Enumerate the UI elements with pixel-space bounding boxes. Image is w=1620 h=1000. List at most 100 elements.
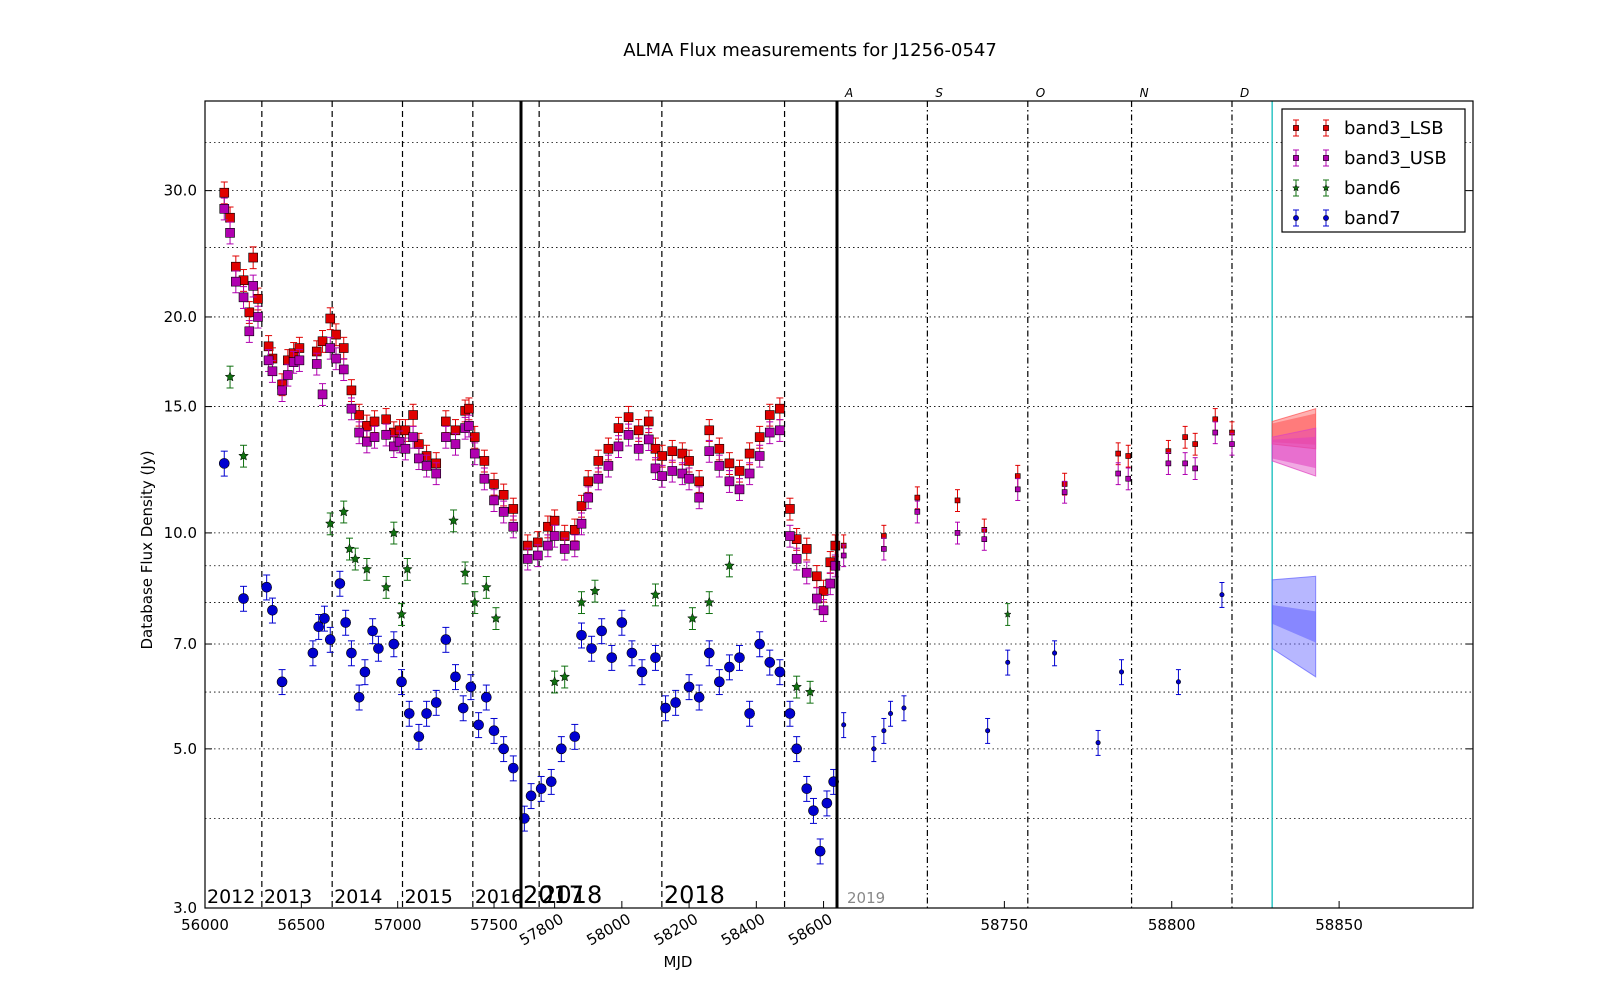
data-point-band7 (774, 666, 786, 678)
data-point-band3_USB (231, 276, 241, 287)
data-point-band3_LSB (694, 476, 704, 487)
data-point-band7 (367, 625, 378, 637)
data-point-band7 (791, 743, 802, 755)
data-point-band3_USB (533, 550, 543, 561)
data-point-band3_USB (317, 389, 328, 400)
data-point-band7 (901, 705, 907, 711)
y-tick-label: 15.0 (164, 398, 197, 416)
data-point-band7 (430, 697, 442, 708)
data-point-band3_USB (244, 326, 255, 337)
data-point-band3_LSB (244, 307, 255, 318)
legend-marker (1323, 155, 1329, 161)
month-label: S (935, 86, 943, 100)
data-point-band3_USB (1014, 486, 1021, 493)
y-tick-label: 20.0 (164, 308, 197, 326)
data-point-band3_LSB (650, 443, 661, 454)
data-point-band6 (401, 563, 413, 574)
data-point-band3_USB (650, 463, 661, 474)
year-label: 2018 (541, 881, 602, 909)
data-point-band7 (556, 743, 567, 755)
plot-frame (204, 100, 1474, 909)
data-point-band7 (606, 652, 618, 663)
data-point-band3_USB (764, 427, 775, 438)
data-point-band3_LSB (714, 443, 725, 454)
data-point-band7 (821, 797, 833, 809)
data-point-band6 (380, 581, 392, 592)
data-point-band3_USB (277, 385, 287, 396)
data-point-band3_USB (543, 540, 553, 551)
data-point-band7 (784, 708, 796, 719)
data-point-band3_USB (791, 554, 802, 564)
data-point-band3_USB (479, 473, 490, 484)
data-point-band3_USB (694, 492, 704, 503)
data-point-band3_USB (583, 492, 594, 503)
data-point-band7 (596, 625, 607, 637)
data-point-band3_LSB (1125, 453, 1132, 459)
data-point-band3_LSB (734, 466, 745, 476)
data-point-band7 (841, 722, 847, 728)
year-label: 2012 (207, 886, 255, 908)
data-point-band7 (319, 613, 330, 624)
data-point-band7 (703, 647, 715, 659)
data-point-band6 (344, 543, 355, 554)
data-point-band3_LSB (549, 515, 560, 526)
grid-layer (205, 142, 1473, 909)
data-point-band6 (804, 686, 816, 697)
series-band6 (224, 365, 1012, 704)
data-point-band3_USB (704, 446, 715, 456)
legend-marker (1292, 183, 1300, 192)
data-point-band3_LSB (576, 501, 587, 511)
data-point-band3_USB (724, 476, 735, 487)
x-tick-label: 58850 (1315, 916, 1363, 934)
data-point-band3_LSB (744, 448, 755, 459)
month-label: A (844, 86, 853, 100)
data-point-band7 (403, 708, 415, 719)
legend-marker (1293, 125, 1299, 131)
data-point-band7 (1005, 659, 1011, 665)
data-point-band7 (261, 581, 272, 593)
legend-marker (1322, 183, 1330, 192)
month-label: O (1036, 86, 1045, 100)
x-tick-label: 58800 (1148, 916, 1196, 934)
data-point-band3_LSB (677, 448, 688, 459)
data-point-band3_LSB (593, 456, 604, 466)
data-point-band3_LSB (704, 425, 715, 436)
data-point-band3_LSB (1014, 473, 1021, 479)
data-point-band3_LSB (724, 458, 735, 469)
data-point-band3_LSB (613, 423, 624, 433)
data-point-band7 (498, 743, 509, 755)
data-point-band7 (373, 643, 384, 654)
legend-marker (1323, 215, 1329, 221)
data-point-band6 (238, 450, 249, 461)
data-point-band7 (650, 652, 661, 663)
data-point-band3_USB (414, 453, 424, 464)
legend-entry-band3_LSB: band3_LSB (1293, 118, 1444, 139)
data-point-band3_USB (331, 353, 341, 364)
data-point-band3_LSB (657, 451, 667, 461)
data-point-band7 (636, 666, 648, 678)
series-band7 (218, 450, 1225, 865)
month-label: D (1240, 86, 1249, 100)
data-point-band3_USB (1192, 465, 1198, 472)
data-point-band3_LSB (684, 456, 694, 466)
data-point-band7 (683, 681, 695, 693)
data-point-band3_USB (576, 518, 587, 529)
data-point-band3_LSB (248, 252, 258, 263)
data-point-band3_USB (677, 468, 688, 479)
data-point-band3_LSB (381, 414, 391, 425)
data-point-band7 (1219, 592, 1225, 598)
data-point-band3_LSB (225, 212, 235, 223)
data-point-band3_USB (881, 546, 887, 552)
data-point-band3_LSB (785, 504, 795, 514)
data-point-band3_LSB (775, 403, 785, 414)
data-point-band3_USB (603, 461, 614, 471)
data-point-band3_USB (354, 427, 364, 438)
legend-label: band3_USB (1344, 148, 1447, 169)
data-point-band3_LSB (801, 544, 812, 554)
data-point-band3_LSB (508, 504, 519, 514)
data-point-band3_LSB (317, 336, 328, 347)
data-point-band3_USB (559, 544, 570, 554)
data-point-band3_LSB (231, 261, 241, 272)
data-point-band3_USB (613, 441, 624, 452)
data-point-band6 (448, 515, 459, 526)
